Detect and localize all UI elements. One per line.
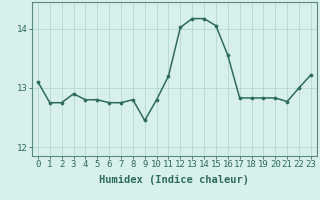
X-axis label: Humidex (Indice chaleur): Humidex (Indice chaleur) bbox=[100, 175, 249, 185]
